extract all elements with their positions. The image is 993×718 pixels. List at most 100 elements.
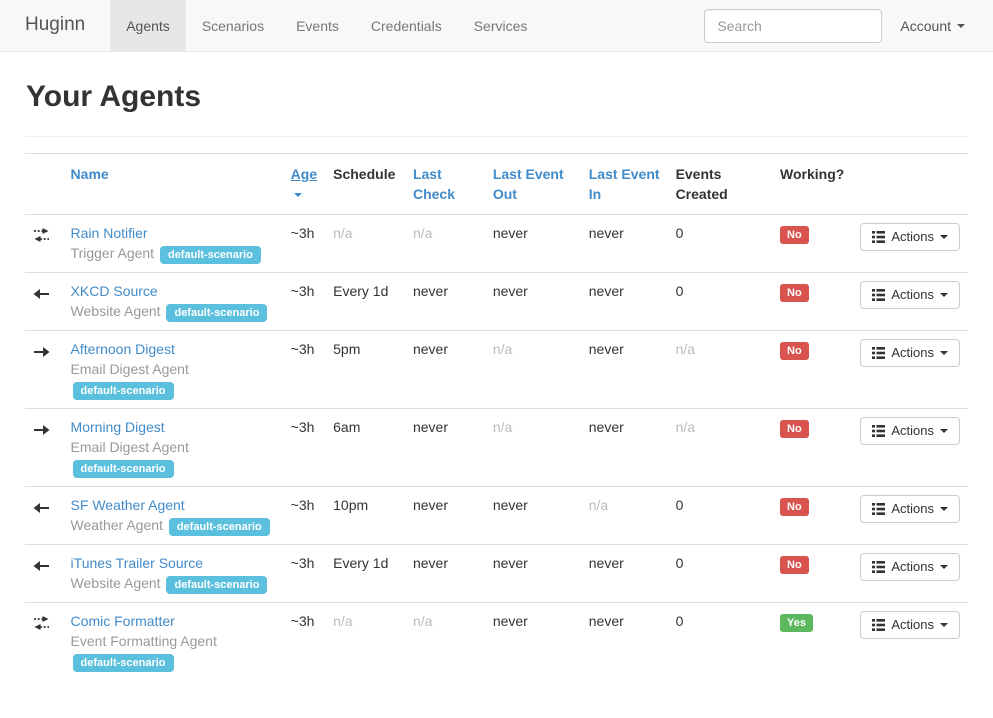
actions-button[interactable]: Actions <box>860 223 960 251</box>
age-cell: ~3h <box>282 330 326 409</box>
last-check-cell: n/a <box>404 602 485 680</box>
schedule-cell: n/a <box>325 214 405 273</box>
agent-type-label: Email Digest Agent <box>70 439 189 455</box>
header-schedule: Schedule <box>333 166 396 182</box>
actions-button[interactable]: Actions <box>860 281 960 309</box>
working-badge: No <box>780 226 809 244</box>
list-icon <box>872 231 886 243</box>
scenario-badge[interactable]: default-scenario <box>72 654 174 672</box>
schedule-cell: Every 1d <box>325 544 405 603</box>
agent-type-label: Website Agent <box>70 575 161 591</box>
main-nav: Agents Scenarios Events Credentials Serv… <box>110 0 543 51</box>
scenario-badge[interactable]: default-scenario <box>166 576 268 594</box>
last-event-in-cell: never <box>580 544 668 603</box>
nav-item-scenarios[interactable]: Scenarios <box>201 17 265 34</box>
nav-item-services[interactable]: Services <box>473 17 528 34</box>
search-input[interactable] <box>704 8 883 43</box>
agent-name-link[interactable]: iTunes Trailer Source <box>70 555 204 571</box>
events-created-link[interactable]: 0 <box>675 283 684 299</box>
table-row: Rain Notifier Trigger Agent default-scen… <box>25 214 968 273</box>
table-row: iTunes Trailer Source Website Agent defa… <box>25 544 968 603</box>
last-check-cell: never <box>404 408 485 487</box>
chevron-down-icon <box>957 23 965 28</box>
brand-logo[interactable]: Huginn <box>25 14 86 35</box>
header-events-created: Events Created <box>675 166 728 202</box>
last-event-in-cell: never <box>580 330 668 409</box>
scenario-badge[interactable]: default-scenario <box>72 382 174 400</box>
scenario-badge[interactable]: default-scenario <box>159 246 261 264</box>
header-age: Age <box>283 154 325 215</box>
arrow-right-icon <box>33 421 50 441</box>
last-check-cell: never <box>404 330 485 409</box>
list-icon <box>872 619 886 631</box>
scenario-badge[interactable]: default-scenario <box>72 460 174 478</box>
last-event-in-cell: never <box>580 214 668 273</box>
nav-item-credentials[interactable]: Credentials <box>370 17 442 34</box>
events-created-link[interactable]: 0 <box>675 613 684 629</box>
chevron-down-icon <box>940 507 948 511</box>
last-event-out-cell: n/a <box>484 408 581 487</box>
header-last-event-out: Last Event Out <box>492 166 564 202</box>
account-dropdown[interactable]: Account <box>900 18 965 34</box>
agent-name-link[interactable]: XKCD Source <box>70 283 158 299</box>
header-actions-col <box>852 154 968 215</box>
table-row: Morning Digest Email Digest Agent defaul… <box>25 408 968 487</box>
actions-button[interactable]: Actions <box>860 553 960 581</box>
agent-type-label: Website Agent <box>70 303 161 319</box>
header-last-event-in: Last Event In <box>588 166 660 202</box>
agent-name-link[interactable]: SF Weather Agent <box>70 497 185 513</box>
schedule-cell: 10pm <box>325 486 405 545</box>
agent-name-link[interactable]: Comic Formatter <box>70 613 175 629</box>
working-badge: No <box>780 342 809 360</box>
events-created-link[interactable]: 0 <box>675 497 684 513</box>
scenario-badge[interactable]: default-scenario <box>168 518 270 536</box>
header-name: Name <box>70 166 109 182</box>
last-event-in-cell: never <box>580 408 668 487</box>
schedule-cell: 5pm <box>325 330 405 409</box>
list-icon <box>872 561 886 573</box>
last-event-in-cell: n/a <box>580 486 668 545</box>
table-header-row: Name Age Schedule Last Check Last Event … <box>25 154 968 215</box>
last-check-cell: never <box>404 544 485 603</box>
age-cell: ~3h <box>282 272 326 331</box>
list-icon <box>872 425 886 437</box>
events-created-value: n/a <box>675 341 696 357</box>
list-icon <box>872 347 886 359</box>
age-cell: ~3h <box>282 214 326 273</box>
actions-button[interactable]: Actions <box>860 495 960 523</box>
agents-table: Name Age Schedule Last Check Last Event … <box>25 153 968 680</box>
table-row: XKCD Source Website Agent default-scenar… <box>25 272 968 331</box>
nav-item-events[interactable]: Events <box>296 17 339 34</box>
scenario-badge[interactable]: default-scenario <box>166 304 268 322</box>
chevron-down-icon <box>940 565 948 569</box>
arrow-right-icon <box>33 343 50 363</box>
last-event-out-cell: n/a <box>484 330 581 409</box>
divider <box>25 136 968 137</box>
header-icon-col <box>25 154 63 215</box>
working-badge: No <box>780 556 809 574</box>
actions-button[interactable]: Actions <box>860 339 960 367</box>
actions-button[interactable]: Actions <box>860 417 960 445</box>
agent-name-link[interactable]: Afternoon Digest <box>70 341 175 357</box>
working-badge: No <box>780 284 809 302</box>
last-check-cell: never <box>404 272 485 331</box>
chevron-down-icon <box>940 623 948 627</box>
last-check-cell: n/a <box>404 214 485 273</box>
events-created-link[interactable]: 0 <box>675 225 684 241</box>
sort-desc-icon <box>293 193 302 198</box>
agent-name-link[interactable]: Rain Notifier <box>70 225 148 241</box>
chevron-down-icon <box>940 429 948 433</box>
events-created-value: n/a <box>675 419 696 435</box>
table-row: Afternoon Digest Email Digest Agent defa… <box>25 330 968 409</box>
header-last-check: Last Check <box>412 166 455 202</box>
age-cell: ~3h <box>282 602 326 680</box>
list-icon <box>872 289 886 301</box>
actions-button[interactable]: Actions <box>860 611 960 639</box>
events-created-link[interactable]: 0 <box>675 555 684 571</box>
arrow-left-icon <box>33 557 50 577</box>
nav-item-agents[interactable]: Agents <box>110 0 186 51</box>
agent-type-label: Email Digest Agent <box>70 361 189 377</box>
last-event-out-cell: never <box>484 544 581 603</box>
last-event-out-cell: never <box>484 602 581 680</box>
agent-name-link[interactable]: Morning Digest <box>70 419 165 435</box>
